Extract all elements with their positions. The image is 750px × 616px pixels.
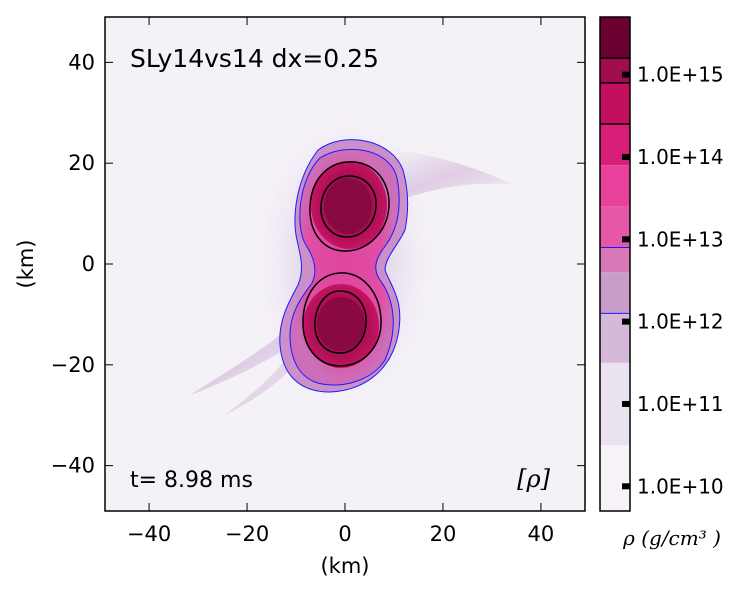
y-axis: −40 −20 0 20 40 xyxy=(51,50,585,478)
time-annotation: t= 8.98 ms xyxy=(130,468,253,493)
colorbar-tick-mark xyxy=(622,236,630,243)
contour-upper-outer xyxy=(309,161,390,252)
x-tick-label: −40 xyxy=(127,522,171,546)
colorbar-tick-label: 1.0E+14 xyxy=(637,145,724,169)
field-label: [ρ] xyxy=(517,465,550,493)
colorbar-band xyxy=(600,272,630,314)
upper-right-streak xyxy=(385,150,515,200)
x-tick-label: 20 xyxy=(430,522,457,546)
colorbar-contour-lines xyxy=(600,57,630,314)
contour-lower-outer xyxy=(302,272,382,367)
colorbar-tick-label: 1.0E+15 xyxy=(637,63,724,87)
contour-upper-inner xyxy=(320,175,377,238)
colorbar-label: ρ (g/cm³ ) xyxy=(622,526,721,550)
x-axis-label: (km) xyxy=(320,554,369,578)
colorbar-band xyxy=(600,58,630,83)
chart-title: SLy14vs14 dx=0.25 xyxy=(130,44,379,73)
y-axis-label: (km) xyxy=(14,239,38,288)
x-tick-label: 40 xyxy=(528,522,555,546)
contour-outer-blue xyxy=(279,139,409,393)
colorbar-tick-label: 1.0E+12 xyxy=(637,310,724,334)
colorbar-tick-label: 1.0E+13 xyxy=(637,227,724,251)
colorbar-band xyxy=(600,247,630,273)
colorbar-frame xyxy=(599,16,631,512)
y-tick-label: −20 xyxy=(51,353,95,377)
colorbar-band xyxy=(600,445,630,511)
y-tick-label: −40 xyxy=(51,454,95,478)
lower-left-streak-2 xyxy=(225,360,290,415)
x-axis: −40 −20 0 20 40 xyxy=(127,17,554,546)
colorbar-tick-label: 1.0E+11 xyxy=(637,392,724,416)
colorbar-tick-mark xyxy=(622,153,630,160)
colorbar-tick-label: 1.0E+10 xyxy=(637,474,724,498)
colorbar-ticks: 1.0E+10 1.0E+11 1.0E+12 1.0E+13 1.0E+14 1.0E+… xyxy=(622,63,724,498)
y-tick-label: 20 xyxy=(68,151,95,175)
y-tick-label: 0 xyxy=(82,252,95,276)
colorbar: 1.0E+10 1.0E+11 1.0E+12 1.0E+13 1.0E+14 1.0E+… xyxy=(599,16,724,550)
contour-inner-blue xyxy=(289,148,400,386)
colorbar-tick-mark xyxy=(622,400,630,407)
x-tick-label: 0 xyxy=(338,522,351,546)
colorbar-tick-mark xyxy=(622,318,630,325)
colorbar-tick-mark xyxy=(622,483,630,490)
plot-area: −40 −20 0 20 40 −40 −20 0 20 40 SLy14vs14 dx=0.2… xyxy=(14,16,586,578)
lower-left-streak xyxy=(190,330,300,395)
colorbar-bands xyxy=(600,17,630,511)
colorbar-band xyxy=(600,17,630,59)
lower-core-center xyxy=(317,297,365,351)
colorbar-band xyxy=(600,165,630,207)
colorbar-band xyxy=(600,82,630,125)
upper-core-center xyxy=(324,178,372,234)
x-tick-label: −20 xyxy=(225,522,269,546)
colorbar-tick-mark xyxy=(622,71,630,78)
contour-lower-inner xyxy=(314,290,367,354)
y-tick-label: 40 xyxy=(68,50,95,74)
